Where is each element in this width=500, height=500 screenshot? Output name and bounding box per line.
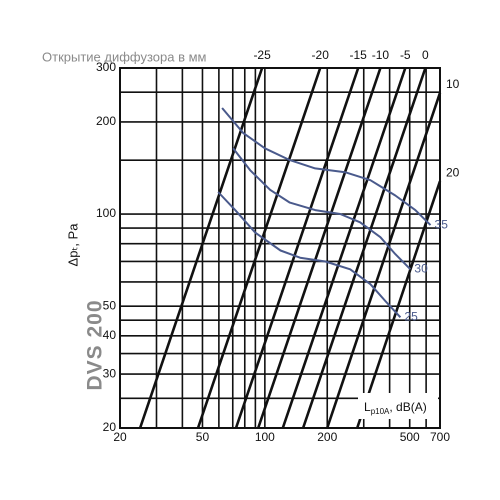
x-tick-label: 20 xyxy=(113,430,127,444)
line-label: -20 xyxy=(312,48,330,62)
curve-label: 35 xyxy=(435,217,449,231)
curve xyxy=(325,92,442,429)
curve xyxy=(196,67,322,429)
line-label: -10 xyxy=(372,48,390,62)
curve xyxy=(256,67,382,429)
y-tick-label: 40 xyxy=(103,328,117,342)
y-tick-label: 30 xyxy=(103,366,117,380)
legend-sub: p10A xyxy=(371,407,390,416)
y-tick-label: 200 xyxy=(96,114,116,128)
curve xyxy=(355,180,442,429)
line-label: -15 xyxy=(349,48,367,62)
line-label: -5 xyxy=(400,48,411,62)
curve xyxy=(301,67,427,429)
y-axis-label: Δpₜ, Pa xyxy=(65,223,80,267)
curve xyxy=(281,67,407,429)
x-tick-label: 200 xyxy=(317,430,337,444)
x-tick-label: 700 xyxy=(430,430,450,444)
plot-frame xyxy=(119,67,441,429)
line-label: -25 xyxy=(253,48,271,62)
curve xyxy=(232,147,412,271)
legend-rest: , dB(A) xyxy=(389,400,426,414)
curve xyxy=(138,67,264,429)
x-tick-label: 500 xyxy=(400,430,420,444)
chart-title: Открытие диффузора в мм xyxy=(42,49,207,64)
y-tick-label: 300 xyxy=(96,60,116,74)
x-tick-label: 50 xyxy=(196,430,210,444)
line-label: 20 xyxy=(446,165,460,179)
curve xyxy=(217,191,402,318)
model-label: DVS 200 xyxy=(84,299,107,390)
curve xyxy=(221,107,432,226)
curve xyxy=(234,67,360,429)
legend-box xyxy=(358,393,438,419)
curve-label: 30 xyxy=(414,261,428,275)
y-tick-label: 100 xyxy=(96,206,116,220)
legend-main: L xyxy=(364,400,371,414)
y-tick-label: 20 xyxy=(103,420,117,434)
y-tick-label: 50 xyxy=(103,298,117,312)
legend-label: Lp10A, dB(A) xyxy=(364,400,427,416)
curve-label: 25 xyxy=(404,309,418,323)
line-label: 0 xyxy=(422,48,429,62)
x-tick-label: 100 xyxy=(255,430,275,444)
line-label: 10 xyxy=(446,77,460,91)
